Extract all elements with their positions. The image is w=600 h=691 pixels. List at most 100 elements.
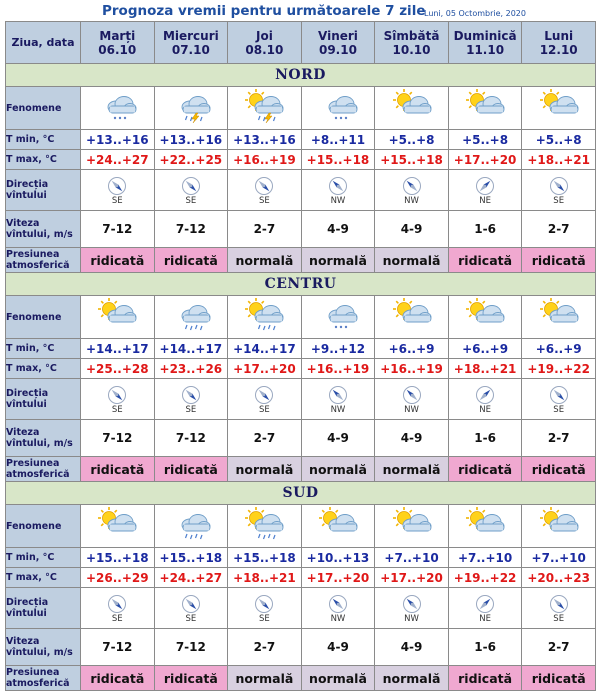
pressure-value: ridicată <box>521 247 596 273</box>
tmin-value: +5..+8 <box>521 129 596 150</box>
wind-speed-value: 4-9 <box>374 419 449 457</box>
wind-speed-value: 7-12 <box>153 628 229 666</box>
tmin-value: +14..+17 <box>153 338 229 359</box>
pressure-value: normală <box>374 665 449 691</box>
day-header: Luni 12.10 <box>521 21 596 64</box>
day-date: 07.10 <box>171 42 210 57</box>
row-label-presiune: Presiunea atmosferică <box>5 456 81 482</box>
compass-icon <box>155 594 228 614</box>
row-label-viteza: Viteza vîntului, m/s <box>5 419 81 457</box>
wind-direction-cell: NW <box>374 378 449 420</box>
wind-speed-value: 1-6 <box>447 210 523 248</box>
sun-cloud-rain-icon <box>241 298 287 337</box>
tmin-value: +6..+9 <box>447 338 523 359</box>
tmax-row: T max, °C +25..+28 +23..+26 +17..+20 +16..+1… <box>5 358 596 379</box>
day-name: Marți <box>99 28 136 43</box>
weather-cell <box>80 86 155 130</box>
wind-speed-value: 7-12 <box>80 210 155 248</box>
fenomene-row: Fenomene <box>5 295 596 339</box>
tmax-value: +17..+20 <box>227 358 302 379</box>
wind-speed-value: 7-12 <box>153 419 229 457</box>
weather-cell <box>153 86 229 130</box>
compass-icon <box>228 176 301 196</box>
row-label-presiune: Presiunea atmosferică <box>5 665 81 691</box>
sun-cloud-icon <box>389 298 435 337</box>
wind-speed-value: 2-7 <box>227 419 302 457</box>
pressure-value: ridicată <box>80 665 155 691</box>
wind-direction-label: SE <box>259 405 270 415</box>
region-row: SUD <box>5 481 596 505</box>
tmin-value: +6..+9 <box>374 338 449 359</box>
pressure-row: Presiunea atmosferică ridicată ridicată nor… <box>5 665 596 691</box>
pressure-value: ridicată <box>447 456 523 482</box>
sun-cloud-icon <box>462 298 508 337</box>
current-date: Luni, 05 Octombrie, 2020 <box>424 9 526 18</box>
wind-direction-cell: SE <box>521 169 596 211</box>
wind-direction-label: NW <box>330 196 346 206</box>
row-label-tmin: T min, °C <box>5 338 81 359</box>
compass-icon <box>375 176 448 196</box>
day-header: Duminică 11.10 <box>447 21 523 64</box>
wind-direction-cell: SE <box>153 169 229 211</box>
wind-direction-row: Direcția vîntului SE SE SE NW NW NE SE <box>5 169 596 211</box>
wind-direction-label: NE <box>479 196 491 206</box>
day-name: Miercuri <box>162 28 219 43</box>
tmax-value: +19..+22 <box>447 567 523 588</box>
weather-cell <box>521 295 596 339</box>
tmax-value: +18..+21 <box>227 567 302 588</box>
pressure-row: Presiunea atmosferică ridicată ridicată nor… <box>5 247 596 273</box>
wind-direction-cell: SE <box>80 378 155 420</box>
wind-speed-value: 4-9 <box>300 419 376 457</box>
compass-icon <box>449 176 522 196</box>
compass-icon <box>522 594 595 614</box>
weather-cell <box>300 504 376 548</box>
tmin-value: +7..+10 <box>521 547 596 568</box>
wind-direction-cell: NW <box>374 169 449 211</box>
wind-direction-label: NW <box>330 405 346 415</box>
sun-cloud-icon <box>462 507 508 546</box>
pressure-value: ridicată <box>447 665 523 691</box>
compass-icon <box>522 385 595 405</box>
wind-direction-label: NW <box>404 614 419 624</box>
wind-direction-cell: SE <box>80 587 155 629</box>
tmax-row: T max, °C +24..+27 +22..+25 +16..+19 +15..+1… <box>5 149 596 170</box>
wind-direction-label: SE <box>185 196 197 206</box>
cloud-snow-icon <box>94 96 140 128</box>
row-label-fenomene: Fenomene <box>5 295 81 339</box>
wind-direction-cell: NE <box>447 169 523 211</box>
wind-speed-value: 4-9 <box>300 210 376 248</box>
pressure-value: normală <box>227 247 302 273</box>
weather-cell <box>374 295 449 339</box>
day-header: Marți 06.10 <box>80 21 155 64</box>
tmax-value: +24..+27 <box>80 149 155 170</box>
wind-direction-label: SE <box>553 196 565 206</box>
tmin-row: T min, °C +13..+16 +13..+16 +13..+16 +8..+11… <box>5 129 596 150</box>
tmin-value: +7..+10 <box>447 547 523 568</box>
region-name: SUD <box>5 481 596 505</box>
tmax-value: +19..+22 <box>521 358 596 379</box>
compass-icon <box>228 594 301 614</box>
row-label-tmax: T max, °C <box>5 358 81 379</box>
wind-speed-value: 2-7 <box>227 628 302 666</box>
wind-direction-cell: NE <box>447 378 523 420</box>
wind-direction-cell: NW <box>374 587 449 629</box>
wind-speed-value: 2-7 <box>521 628 596 666</box>
wind-direction-cell: NW <box>300 169 376 211</box>
header-label: Ziua, data <box>5 21 81 64</box>
day-date: 11.10 <box>466 42 505 57</box>
pressure-value: normală <box>374 247 449 273</box>
wind-direction-cell: NW <box>300 587 376 629</box>
tmin-row: T min, °C +14..+17 +14..+17 +14..+17 +9..+12… <box>5 338 596 359</box>
weather-cell <box>374 504 449 548</box>
day-header: Vineri 09.10 <box>300 21 376 64</box>
compass-icon <box>522 176 595 196</box>
tmax-value: +16..+19 <box>300 358 376 379</box>
wind-direction-label: NE <box>479 614 491 624</box>
region-row: NORD <box>5 63 596 87</box>
compass-icon <box>449 594 522 614</box>
tmin-value: +15..+18 <box>80 547 155 568</box>
tmax-value: +18..+21 <box>447 358 523 379</box>
day-header: Miercuri 07.10 <box>153 21 229 64</box>
tmin-value: +15..+18 <box>153 547 229 568</box>
row-label-viteza: Viteza vîntului, m/s <box>5 210 81 248</box>
